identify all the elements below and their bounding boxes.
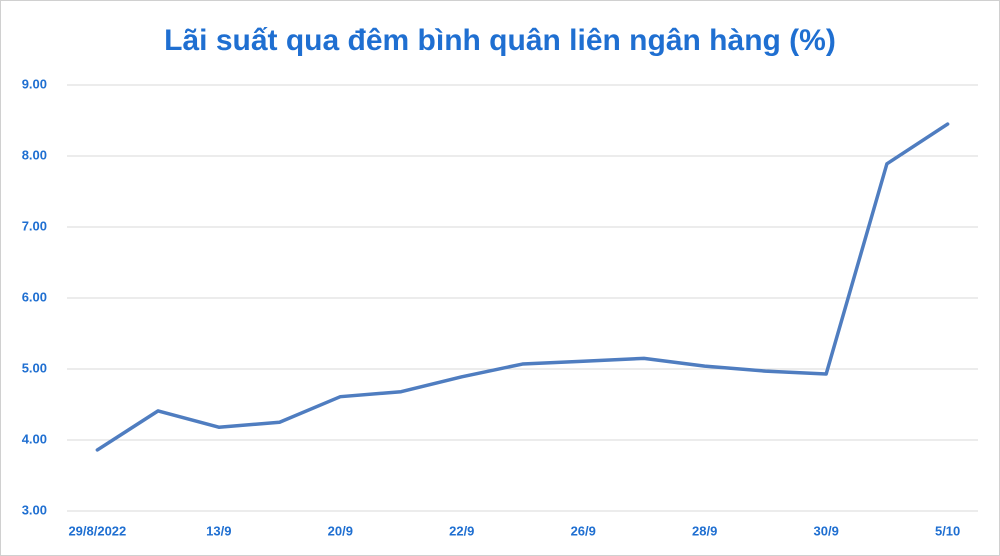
y-tick-label: 4.00 bbox=[22, 431, 47, 446]
x-tick-label: 30/9 bbox=[814, 523, 839, 538]
x-tick-label: 13/9 bbox=[206, 523, 231, 538]
x-tick-label: 29/8/2022 bbox=[68, 523, 126, 538]
x-tick-label: 28/9 bbox=[692, 523, 717, 538]
y-tick-label: 5.00 bbox=[22, 360, 47, 375]
y-tick-label: 3.00 bbox=[22, 502, 47, 517]
x-tick-label: 22/9 bbox=[449, 523, 474, 538]
y-tick-label: 7.00 bbox=[22, 218, 47, 233]
x-tick-label: 20/9 bbox=[328, 523, 353, 538]
y-tick-label: 8.00 bbox=[22, 147, 47, 162]
y-tick-label: 9.00 bbox=[22, 76, 47, 91]
chart-title: Lãi suất qua đêm bình quân liên ngân hàn… bbox=[164, 24, 836, 57]
x-tick-label: 5/10 bbox=[935, 523, 960, 538]
y-tick-label: 6.00 bbox=[22, 289, 47, 304]
x-tick-label: 26/9 bbox=[571, 523, 596, 538]
data-line bbox=[95, 122, 950, 452]
